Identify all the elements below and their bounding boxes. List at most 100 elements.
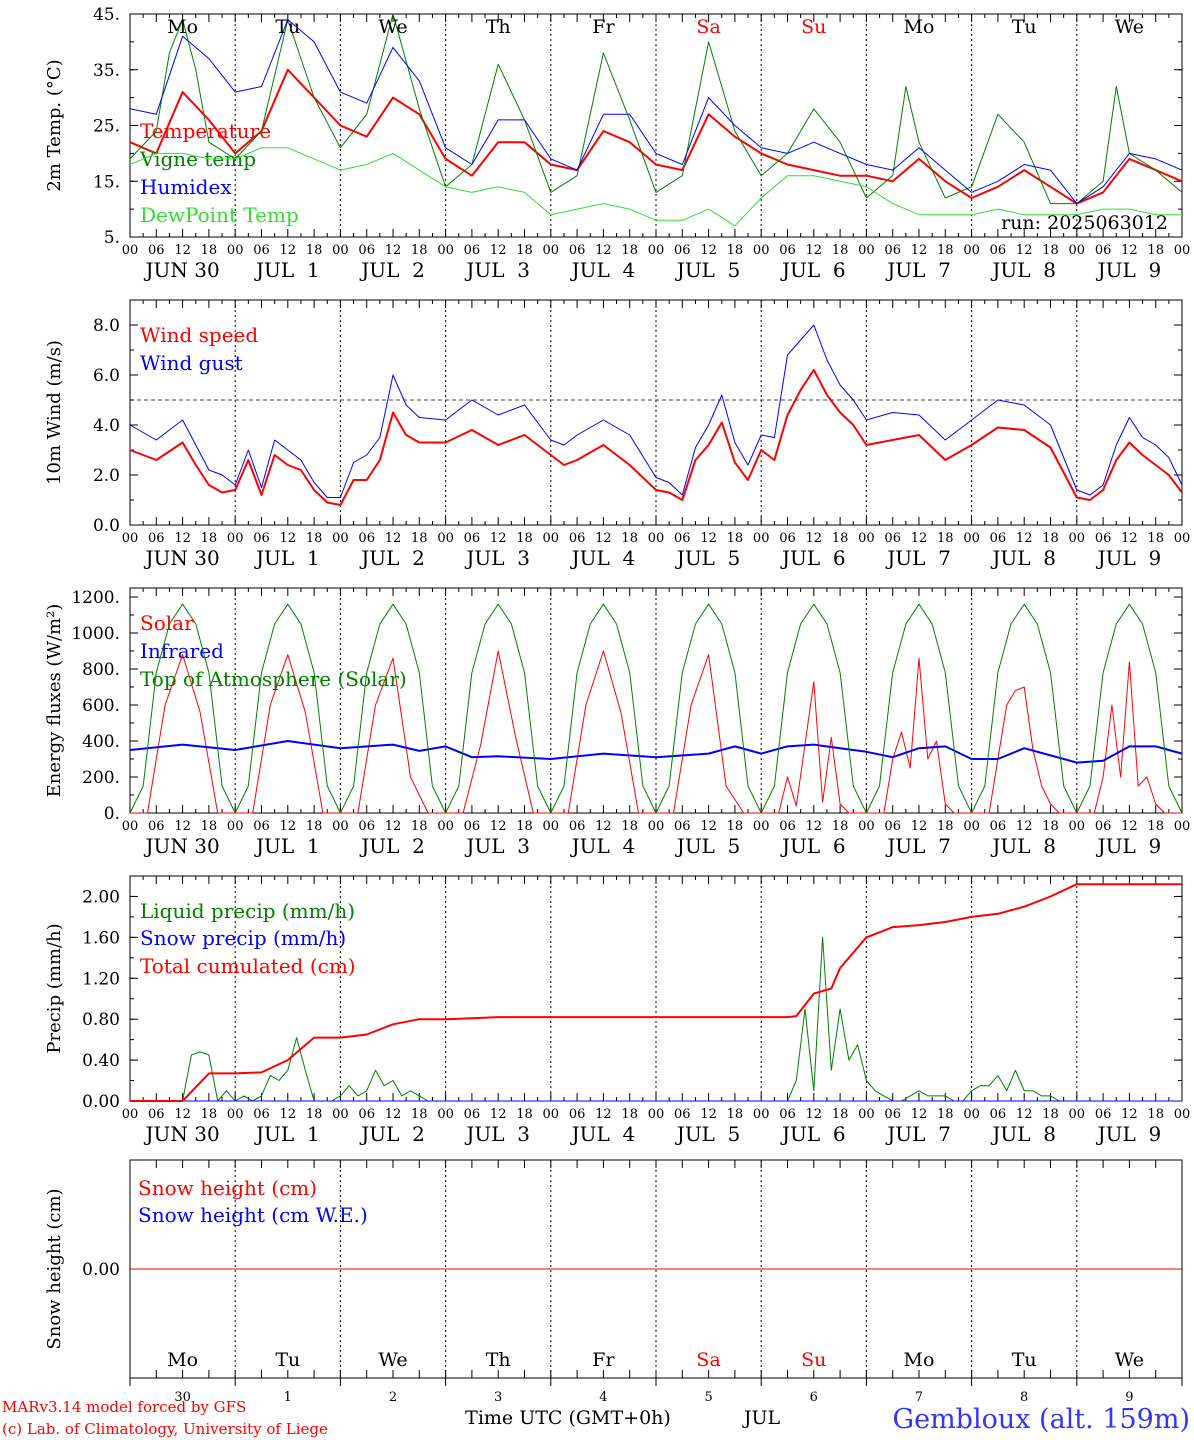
- date-label: JUL 6: [780, 1122, 846, 1146]
- hour-tick-label: 18: [411, 531, 428, 546]
- hour-tick-label: 18: [516, 819, 533, 834]
- hour-tick-label: 12: [911, 531, 928, 546]
- date-label: JUN 30: [144, 258, 220, 282]
- hour-tick-label: 00: [1069, 1107, 1086, 1122]
- hour-tick-label: 18: [201, 819, 218, 834]
- hour-tick-label: 12: [595, 243, 612, 258]
- hour-tick-label: 18: [727, 819, 744, 834]
- hour-tick-label: 00: [543, 1107, 560, 1122]
- weekday-label: Mo: [167, 16, 198, 38]
- hour-tick-label: 06: [569, 819, 586, 834]
- date-label: JUL 1: [254, 258, 320, 282]
- hour-tick-label: 06: [990, 243, 1007, 258]
- hour-tick-label: 00: [122, 1107, 139, 1122]
- hour-tick-label: 06: [358, 1107, 375, 1122]
- weekday-label: We: [378, 1349, 407, 1371]
- hour-tick-label: 12: [174, 531, 191, 546]
- hour-tick-label: 12: [595, 1107, 612, 1122]
- date-label: JUL 8: [990, 258, 1056, 282]
- weekday-label: Sa: [696, 1349, 720, 1371]
- hour-tick-label: 06: [674, 819, 691, 834]
- lab-credit: (c) Lab. of Climatology, University of L…: [2, 1420, 328, 1438]
- hour-tick-label: 12: [490, 819, 507, 834]
- y-tick-label: 2.00: [82, 887, 120, 907]
- hour-tick-label: 06: [884, 1107, 901, 1122]
- hour-tick-label: 18: [621, 531, 638, 546]
- date-label: JUN 30: [144, 834, 220, 858]
- hour-tick-label: 00: [437, 1107, 454, 1122]
- hour-tick-label: 00: [753, 819, 770, 834]
- hour-tick-label: 00: [332, 243, 349, 258]
- hour-tick-label: 00: [963, 243, 980, 258]
- y-axis-label: Energy fluxes (W/m²): [44, 604, 65, 798]
- hour-tick-label: 06: [990, 1107, 1007, 1122]
- hour-tick-label: 18: [516, 1107, 533, 1122]
- hour-tick-label: 06: [779, 819, 796, 834]
- hour-tick-label: 06: [779, 531, 796, 546]
- hour-tick-label: 06: [569, 1107, 586, 1122]
- hour-tick-label: 18: [411, 243, 428, 258]
- date-label: JUL 5: [675, 258, 741, 282]
- hour-tick-label: 18: [201, 243, 218, 258]
- hour-tick-label: 18: [1147, 1107, 1164, 1122]
- hour-tick-label: 00: [753, 1107, 770, 1122]
- y-axis-label: Precip (mm/h): [44, 923, 65, 1053]
- series-line-total-cumulated-cm-: [130, 883, 1182, 1102]
- y-tick-label: 1200.: [71, 588, 120, 608]
- hour-tick-label: 00: [963, 819, 980, 834]
- hour-tick-label: 12: [806, 1107, 823, 1122]
- hour-tick-label: 06: [884, 819, 901, 834]
- hour-tick-label: 12: [1121, 531, 1138, 546]
- hour-tick-label: 18: [727, 1107, 744, 1122]
- hour-tick-label: 06: [148, 819, 165, 834]
- hour-tick-label: 00: [332, 819, 349, 834]
- date-label: JUL 8: [990, 834, 1056, 858]
- hour-tick-label: 12: [911, 1107, 928, 1122]
- hour-tick-label: 18: [937, 1107, 954, 1122]
- hour-tick-label: 12: [911, 243, 928, 258]
- hour-tick-label: 06: [1095, 243, 1112, 258]
- hour-tick-label: 00: [543, 243, 560, 258]
- hour-tick-label: 06: [464, 531, 481, 546]
- hour-tick-label: 18: [1147, 243, 1164, 258]
- hour-tick-label: 00: [1069, 531, 1086, 546]
- hour-tick-label: 18: [1042, 819, 1059, 834]
- y-tick-label: 6.0: [93, 366, 120, 386]
- date-label: JUL 6: [780, 546, 846, 570]
- hour-tick-label: 00: [543, 819, 560, 834]
- hour-tick-label: 06: [779, 1107, 796, 1122]
- hour-tick-label: 12: [385, 243, 402, 258]
- hour-tick-label: 12: [280, 243, 297, 258]
- weekday-label: Tu: [1012, 1349, 1037, 1371]
- date-label: JUL 7: [885, 258, 951, 282]
- hour-tick-label: 06: [464, 1107, 481, 1122]
- hour-tick-label: 12: [385, 531, 402, 546]
- hour-tick-label: 18: [937, 819, 954, 834]
- date-label: JUL 1: [254, 834, 320, 858]
- series-line-solar: [130, 650, 1182, 814]
- hour-tick-label: 18: [516, 243, 533, 258]
- hour-tick-label: 12: [1121, 819, 1138, 834]
- date-label: JUL 1: [254, 1122, 320, 1146]
- series-line-dewpoint-temp: [129, 147, 1182, 227]
- legend-entry: Snow height (cm W.E.): [138, 1203, 368, 1227]
- hour-tick-label: 18: [937, 531, 954, 546]
- hour-tick-label: 12: [1016, 243, 1033, 258]
- legend-entry: Humidex: [140, 175, 232, 199]
- weekday-label: Mo: [167, 1349, 198, 1371]
- legend-entry: Wind gust: [140, 351, 243, 375]
- y-tick-label: 200.: [82, 768, 120, 788]
- day-number-label: 6: [810, 1390, 818, 1405]
- legend-entry: Snow precip (mm/h): [140, 926, 346, 950]
- hour-tick-label: 00: [1069, 819, 1086, 834]
- date-label: JUL 9: [1096, 834, 1162, 858]
- y-tick-label: 25.: [93, 117, 120, 137]
- date-label: JUL 4: [570, 1122, 636, 1146]
- hour-tick-label: 12: [595, 531, 612, 546]
- hour-tick-label: 18: [937, 243, 954, 258]
- weekday-label: Fr: [592, 16, 615, 38]
- date-label: JUL 3: [464, 1122, 530, 1146]
- legend-entry: Infrared: [140, 639, 224, 663]
- hour-tick-label: 18: [832, 243, 849, 258]
- date-label: JUN 30: [144, 1122, 220, 1146]
